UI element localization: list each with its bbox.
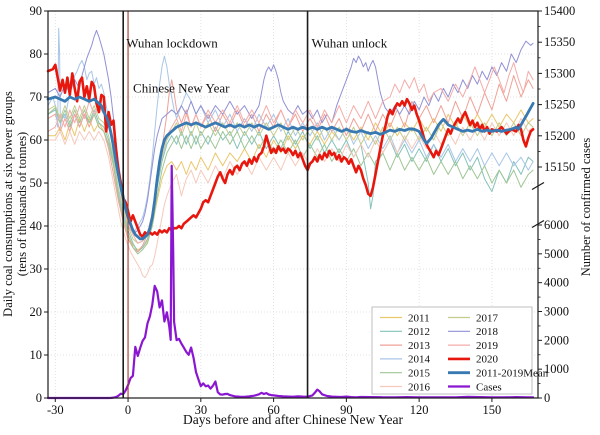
- right-axis-tick-label: 0: [544, 391, 550, 405]
- legend-label-Cases: Cases: [476, 381, 502, 393]
- right-axis-tick-label: 15350: [544, 35, 575, 49]
- right-axis-tick-label: 15400: [544, 4, 575, 18]
- series-2014-line: [47, 27, 534, 233]
- series-Cases-line: [46, 164, 535, 400]
- left-axis-tick-label: 80: [30, 47, 43, 61]
- series-2011-2019Mean-line: [46, 95, 535, 241]
- chinese-new-year-label: Chinese New Year: [133, 81, 230, 96]
- axis-break-mark: [531, 219, 545, 229]
- x-axis-tick-label: -30: [47, 403, 64, 417]
- left-axis-tick-label: 30: [30, 262, 43, 276]
- x-axis-tick-label: 0: [125, 403, 131, 417]
- x-axis-tick-label: 120: [410, 403, 429, 417]
- right-axis-tick-label: 15300: [544, 66, 575, 80]
- left-axis-tick-label: 0: [36, 391, 42, 405]
- legend-label-2020: 2020: [476, 354, 499, 366]
- series-2016-line: [47, 118, 534, 279]
- legend-label-2019: 2019: [476, 340, 499, 352]
- legend-label-2011-2019Mean: 2011-2019Mean: [476, 368, 549, 380]
- right-axis-tick-label: 5000: [544, 247, 569, 261]
- right-axis-tick-label: 15200: [544, 129, 575, 143]
- right-axis-tick-label: 1000: [544, 362, 569, 376]
- x-axis-tick-label: 90: [340, 403, 353, 417]
- legend-label-2018: 2018: [476, 326, 499, 338]
- left-axis-tick-label: 90: [30, 4, 43, 18]
- y-axis-title-right: Number of confirmed cases: [579, 138, 593, 277]
- legend-box: [371, 306, 533, 395]
- series-2013-line: [47, 75, 534, 253]
- plot-border: [47, 10, 539, 399]
- series-2017-line: [47, 105, 534, 244]
- left-axis-tick-label: 40: [30, 219, 43, 233]
- left-axis-tick-label: 10: [30, 348, 43, 362]
- y-axis-title-left: Daily coal consumptions at six power gro…: [1, 91, 15, 317]
- legend-label-2015: 2015: [408, 368, 431, 380]
- right-axis-tick-label: 15250: [544, 98, 575, 112]
- legend-label-2014: 2014: [408, 354, 431, 366]
- x-axis-tick-label: 60: [267, 403, 280, 417]
- wuhan-unlock-label: Wuhan unlock: [312, 36, 388, 51]
- right-axis-tick-label: 4000: [544, 276, 569, 290]
- legend-label-2017: 2017: [476, 312, 499, 324]
- x-axis-title: Days before and after Chinese New Year: [183, 412, 404, 427]
- right-axis-tick-label: 3000: [544, 305, 569, 319]
- left-axis-tick-label: 20: [30, 305, 43, 319]
- left-axis-tick-label: 50: [30, 176, 43, 190]
- left-axis-tick-label: 60: [30, 133, 43, 147]
- x-axis-tick-label: 30: [195, 403, 208, 417]
- x-axis-tick-label: 150: [483, 403, 502, 417]
- right-axis-tick-label: 6000: [544, 218, 569, 232]
- series-2020-line: [46, 63, 535, 239]
- wuhan-lockdown-label: Wuhan lockdown: [126, 36, 218, 51]
- legend-label-2012: 2012: [408, 326, 430, 338]
- right-axis-tick-label: 15150: [544, 160, 575, 174]
- legend-label-2011: 2011: [408, 312, 430, 324]
- y-axis-title-left-2: (tens of thousands of tonnes): [15, 132, 29, 276]
- left-axis-tick-label: 70: [30, 90, 43, 104]
- axis-break-mark: [531, 181, 545, 191]
- legend-label-2016: 2016: [408, 381, 431, 393]
- right-axis-tick-label: 2000: [544, 333, 569, 347]
- legend-label-2013: 2013: [408, 340, 431, 352]
- series-2015-line: [47, 107, 534, 255]
